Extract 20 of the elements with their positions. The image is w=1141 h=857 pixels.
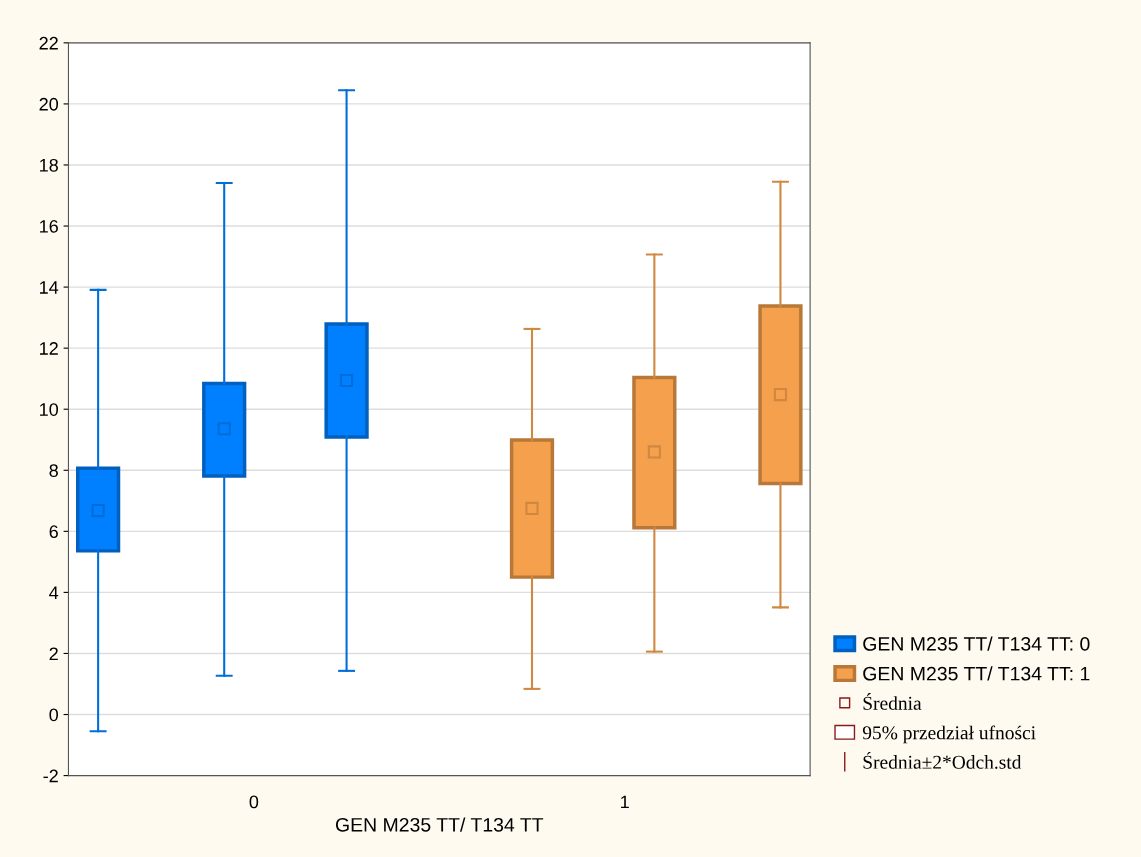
x-tick-label: 1 <box>621 795 629 809</box>
y-tick-label: 20 <box>39 97 59 111</box>
x-axis-title: GEN M235 TT/ T134 TT <box>335 817 544 832</box>
y-tick-label: 18 <box>40 158 58 172</box>
text: 95% przedział ufności <box>862 725 1036 744</box>
y-tick-label: 8 <box>49 464 58 477</box>
y-tick-label: 6 <box>49 525 58 539</box>
y-tick-label: 0 <box>49 708 59 722</box>
y-tick-label: 16 <box>40 219 58 233</box>
y-tick-label: 10 <box>40 403 59 416</box>
y-tick-label: 22 <box>39 36 58 50</box>
legend-label: GEN M235 TT/ T134 TT: 1 <box>863 666 1090 681</box>
y-tick-label: -2 <box>43 769 58 783</box>
text: Średnia±2*Odch.std <box>863 751 1022 769</box>
y-tick-label: 14 <box>40 281 59 294</box>
y-tick-label: 12 <box>40 342 58 355</box>
y-tick-label: 4 <box>49 586 59 599</box>
y-tick-label: 2 <box>49 647 58 660</box>
legend-label: GEN M235 TT/ T134 TT: 0 <box>863 636 1090 651</box>
text: Średnia <box>863 693 922 710</box>
